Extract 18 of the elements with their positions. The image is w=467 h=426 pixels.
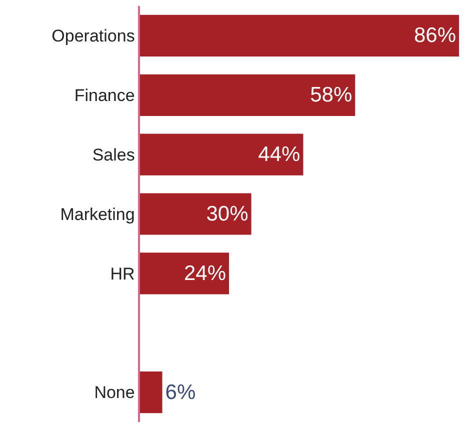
bar [140, 134, 304, 176]
bar [140, 371, 162, 414]
data-label: 58% [310, 84, 352, 107]
bar [140, 252, 230, 294]
data-label: 6% [165, 380, 196, 404]
data-label: 24% [184, 262, 226, 285]
y-tick-label: Finance [74, 86, 135, 106]
y-tick-label: Marketing [60, 204, 135, 224]
bar [140, 74, 356, 116]
data-label: 86% [414, 24, 456, 48]
y-tick-label: None [94, 383, 135, 402]
y-tick-label: Sales [92, 146, 135, 165]
y-tick-label: Operations [52, 26, 135, 46]
data-label: 30% [206, 202, 248, 226]
y-tick-label: HR [110, 264, 135, 284]
data-label: 44% [258, 143, 300, 166]
bar [140, 14, 459, 57]
bar [140, 193, 252, 235]
